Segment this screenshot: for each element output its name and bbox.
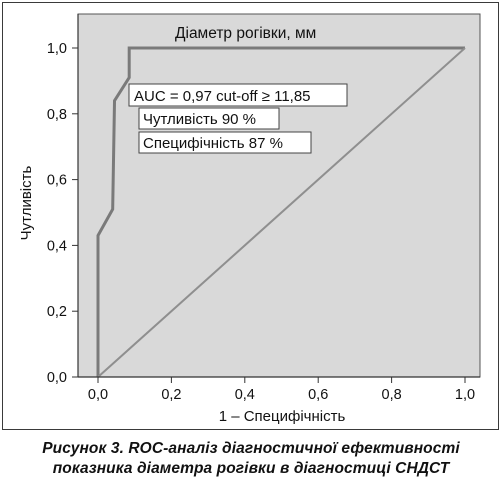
axis-layer xyxy=(77,14,480,378)
roc-chart: 0,0 0,2 0,4 0,6 0,8 1,0 0,0 0,2 0,4 0,6 0,8 1,0 Діа… xyxy=(18,13,481,425)
annotation-auc-text: AUC = 0,97 cut-off ≥ 11,85 xyxy=(134,88,311,105)
annotation-specificity-text: Специфічність 87 % xyxy=(143,135,283,152)
y-tick-label: 0,8 xyxy=(47,107,67,123)
x-axis-label: 1 – Специфічність xyxy=(219,408,346,425)
chart-title: Діаметр рогівки, мм xyxy=(175,25,316,42)
y-axis-label: Чутливість xyxy=(18,165,35,240)
x-tick-label: 1,0 xyxy=(455,387,475,403)
annotation-sensitivity: Чутливість 90 % xyxy=(138,107,280,130)
plot-area xyxy=(77,13,481,378)
roc-curve-line xyxy=(96,46,465,377)
y-tick-label: 0,2 xyxy=(47,304,67,320)
chart-figure: 0,0 0,2 0,4 0,6 0,8 1,0 0,0 0,2 0,4 0,6 0,8 1,0 Діа… xyxy=(2,2,499,430)
series-layer xyxy=(96,46,466,378)
x-tick-label: 0,0 xyxy=(88,387,108,403)
annotation-auc: AUC = 0,97 cut-off ≥ 11,85 xyxy=(128,83,348,107)
x-tick-label: 0,6 xyxy=(308,387,328,403)
annotation-sensitivity-text: Чутливість 90 % xyxy=(143,111,256,128)
y-tick-label: 0,0 xyxy=(47,370,67,386)
y-tick-label: 0,4 xyxy=(47,238,67,254)
annotation-specificity-box xyxy=(138,131,312,154)
annotation-specificity: Специфічність 87 % xyxy=(138,131,312,154)
reference-diagonal-line xyxy=(97,47,466,378)
x-tick-label: 0,8 xyxy=(382,387,402,403)
x-tick-label: 0,2 xyxy=(161,387,181,403)
figure-caption-line-1: Рисунок 3. ROC-аналіз діагностичної ефек… xyxy=(42,440,460,457)
figure-caption-line-2: показника діаметра рогівки в діагностиці… xyxy=(52,460,450,477)
x-tick-label: 0,4 xyxy=(235,387,255,403)
annotation-sensitivity-box xyxy=(138,107,280,130)
annotation-auc-box xyxy=(128,83,348,107)
tick-layer: 0,0 0,2 0,4 0,6 0,8 1,0 0,0 0,2 0,4 0,6 0,8 1,0 xyxy=(47,41,475,403)
y-tick-label: 1,0 xyxy=(47,41,67,57)
y-tick-label: 0,6 xyxy=(47,173,67,189)
